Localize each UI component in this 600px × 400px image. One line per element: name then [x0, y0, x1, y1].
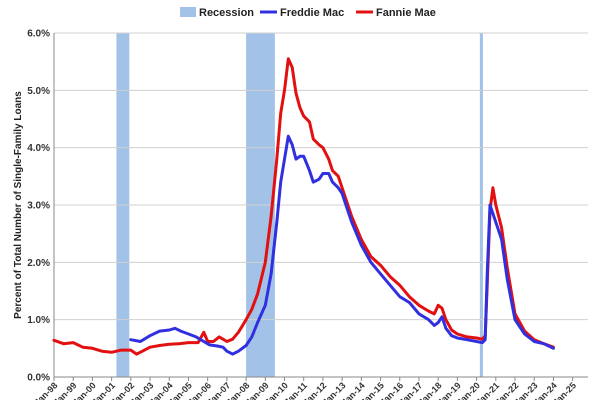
- y-tick-label: 1.0%: [27, 315, 50, 326]
- legend-fannie-label: Fannie Mae: [376, 7, 436, 19]
- y-axis-label: Percent of Total Number of Single-Family…: [13, 91, 24, 319]
- series: [52, 57, 555, 356]
- legend-recession-swatch: [180, 7, 196, 17]
- y-tick-label: 0.0%: [27, 373, 50, 384]
- series-line-fannie-mae: [52, 57, 555, 356]
- legend-recession-label: Recession: [199, 7, 254, 19]
- legend-freddie-label: Freddie Mac: [280, 7, 344, 19]
- gridlines: [54, 32, 588, 378]
- series-line-freddie-mac: [129, 134, 555, 356]
- y-tick-label: 3.0%: [27, 201, 50, 212]
- y-tick-label: 2.0%: [27, 258, 50, 269]
- y-tick-label: 4.0%: [27, 143, 50, 154]
- y-tick-labels: 0.0% 1.0% 2.0% 3.0% 4.0% 5.0% 6.0%: [27, 29, 50, 384]
- y-tick-label: 6.0%: [27, 29, 50, 40]
- y-tick-label: 5.0%: [27, 86, 50, 97]
- x-tick-labels: Jan-98Jan-99Jan-00Jan-01Jan-02Jan-03Jan-…: [32, 377, 578, 400]
- legend: Recession Freddie Mac Fannie Mae: [180, 7, 436, 19]
- axes: [53, 33, 588, 378]
